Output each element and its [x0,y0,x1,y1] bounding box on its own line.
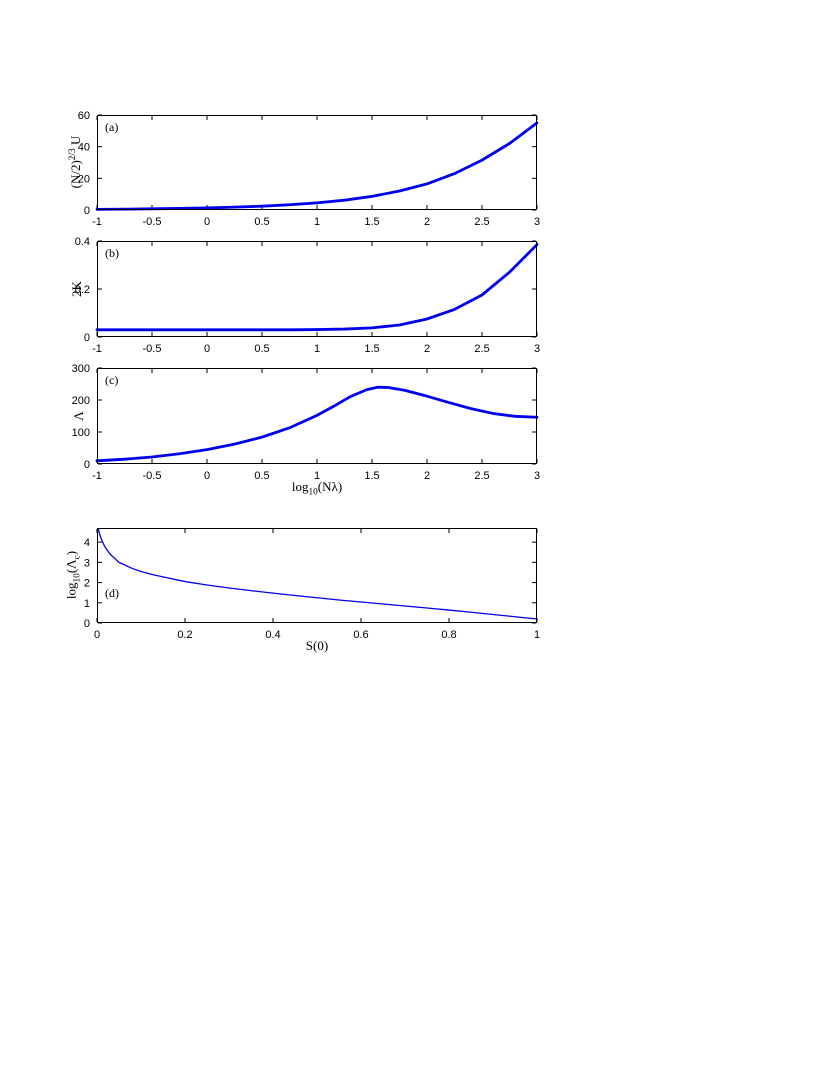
data-curve [97,528,538,620]
x-tick-label: 0.6 [353,629,368,641]
x-tick-label: -1 [92,470,102,482]
x-tick-label: -0.5 [143,343,162,355]
y-tick-label: 0 [84,618,90,630]
panel-label-c: (c) [105,373,119,387]
y-tick-label: 60 [78,110,90,122]
x-tick-label: 2 [424,343,430,355]
x-tick-label: 2.5 [474,470,489,482]
x-tick-label: 1 [314,343,320,355]
x-tick-label: 3 [534,343,540,355]
subplot-b: -1 -0.5 0 0.5 1 1.5 2 2.5 3 0 0.2 0.4 [75,236,540,355]
x-tick-label: 1.5 [364,343,379,355]
x-tick-label: 2.5 [474,343,489,355]
y-tick-label: 40 [78,142,90,154]
y-tick-label: 1 [84,598,90,610]
panel-label-b: (b) [105,246,119,260]
x-tick-label: 1 [314,216,320,228]
subplot-c: -1 -0.5 0 0.5 1 1.5 2 2.5 3 0 100 200 300 [72,363,540,482]
x-axis-label-c: log10(Nλ) [291,479,343,498]
plot-canvas: -1 -0.5 0 0.5 1 1.5 2 2.5 3 0 0.2 0.4 [75,236,540,355]
panel-label-d: (d) [105,586,119,600]
x-tick-label: 0.5 [254,470,269,482]
x-tick-label: 0.5 [254,216,269,228]
x-tick-label: 1.5 [364,216,379,228]
y-tick-label: 0 [84,459,90,471]
x-tick-label: -1 [92,343,102,355]
x-tick-label: 0.5 [254,343,269,355]
x-tick-label: 3 [534,216,540,228]
x-tick-label: 0.2 [177,629,192,641]
y-tick-label: 3 [84,557,90,569]
x-tick-label: 2 [424,216,430,228]
data-curve [95,385,539,463]
y-tick-label: 0.4 [75,236,90,248]
y-axis-label-d: log10(Λc) [63,550,83,600]
figure: (N/2)2/3 U -1 -0.5 0 0.5 1 1.5 2 2.5 3 0 20 40 60 (a… [63,110,540,653]
subplot-a: -1 -0.5 0 0.5 1 1.5 2 2.5 3 0 20 40 60 [78,110,540,228]
x-tick-label: 2 [424,470,430,482]
subplot-d: 0 0.2 0.4 0.6 0.8 1 0 1 2 3 4 [84,528,540,641]
panel-label-a: (a) [105,120,119,134]
x-tick-label: 0 [204,343,210,355]
y-tick-label: 2 [84,578,90,590]
y-tick-label: 0 [84,205,90,217]
plot-box [97,241,537,337]
plot-box [97,368,537,464]
y-tick-label: 200 [72,395,90,407]
y-axis-label-c: Λ [71,411,86,421]
data-curve [95,121,539,211]
x-tick-label: -0.5 [143,470,162,482]
plot-canvas: -1 -0.5 0 0.5 1 1.5 2 2.5 3 0 20 40 60 [78,110,540,228]
x-tick-label: 1 [534,629,540,641]
x-tick-label: 0 [94,629,100,641]
y-tick-label: 20 [78,173,90,185]
plot-box [97,528,537,623]
data-curve [95,243,539,332]
x-tick-label: 3 [534,470,540,482]
x-tick-label: -1 [92,216,102,228]
plot-canvas: -1 -0.5 0 0.5 1 1.5 2 2.5 3 0 100 200 300 [72,363,540,482]
x-tick-label: 1 [314,470,320,482]
plot-canvas: 0 0.2 0.4 0.6 0.8 1 0 1 2 3 4 [84,528,540,641]
x-tick-label: 2.5 [474,216,489,228]
x-tick-label: 0 [204,216,210,228]
x-tick-label: 1.5 [364,470,379,482]
y-tick-label: 300 [72,363,90,375]
y-tick-label: 100 [72,427,90,439]
x-tick-label: 0.8 [441,629,456,641]
plot-box [97,115,537,210]
x-tick-label: 0 [204,470,210,482]
x-axis-label-d: S(0) [305,638,329,653]
y-tick-label: 0.2 [75,284,90,296]
x-tick-label: -0.5 [143,216,162,228]
y-tick-label: 4 [84,537,90,549]
y-tick-label: 0 [84,332,90,344]
x-tick-label: 0.4 [265,629,280,641]
